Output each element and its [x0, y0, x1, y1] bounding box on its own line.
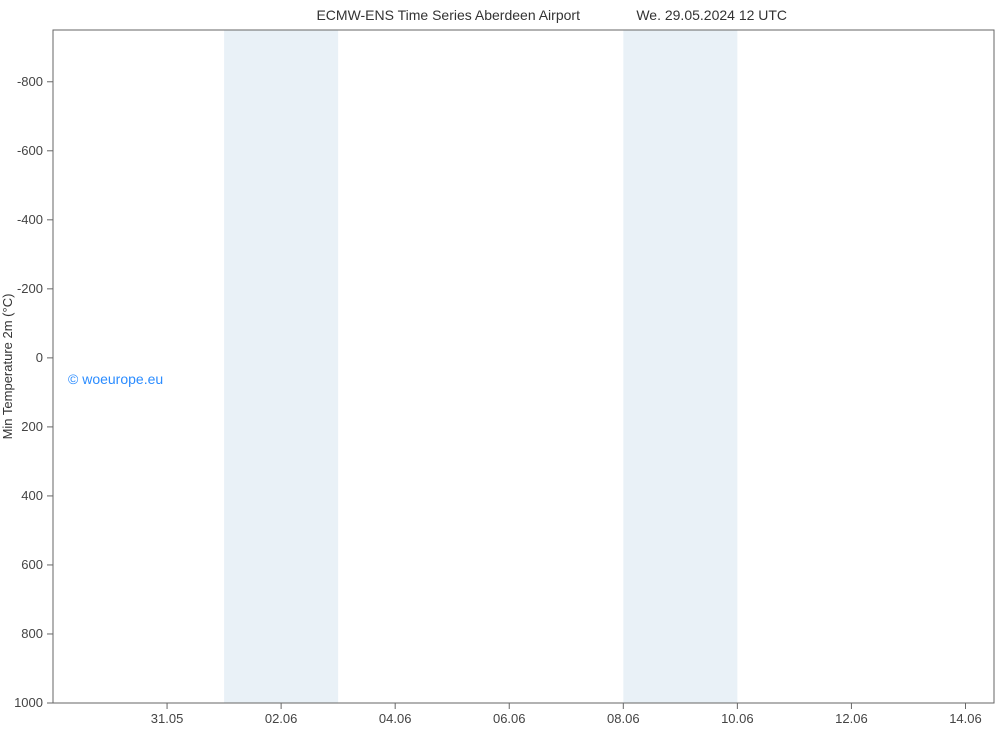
y-tick-label: 0: [36, 350, 43, 365]
x-tick-label: 08.06: [607, 711, 640, 726]
chart-title-right: We. 29.05.2024 12 UTC: [636, 7, 787, 23]
y-tick-label: -400: [17, 212, 43, 227]
y-tick-label: 400: [21, 488, 43, 503]
y-tick-label: 800: [21, 626, 43, 641]
weekend-band: [623, 30, 737, 703]
chart-background: [0, 0, 1000, 733]
y-axis-label: Min Temperature 2m (°C): [0, 294, 15, 440]
y-tick-label: -600: [17, 143, 43, 158]
chart-title-left: ECMW-ENS Time Series Aberdeen Airport: [316, 7, 580, 23]
x-tick-label: 10.06: [721, 711, 754, 726]
y-tick-label: 600: [21, 557, 43, 572]
y-tick-label: 200: [21, 419, 43, 434]
y-tick-label: 1000: [14, 695, 43, 710]
timeseries-chart: -800 -600 -400 -200 0 200 400 600 800 1000 31.05 02…: [0, 0, 1000, 733]
weekend-band: [224, 30, 338, 703]
x-tick-label: 02.06: [265, 711, 298, 726]
watermark: © woeurope.eu: [68, 371, 163, 387]
x-tick-label: 04.06: [379, 711, 412, 726]
chart-container: -800 -600 -400 -200 0 200 400 600 800 1000 31.05 02…: [0, 0, 1000, 733]
x-tick-label: 06.06: [493, 711, 526, 726]
x-tick-label: 31.05: [151, 711, 184, 726]
y-tick-label: -200: [17, 281, 43, 296]
x-tick-label: 12.06: [835, 711, 868, 726]
x-tick-label: 14.06: [949, 711, 982, 726]
y-tick-label: -800: [17, 74, 43, 89]
